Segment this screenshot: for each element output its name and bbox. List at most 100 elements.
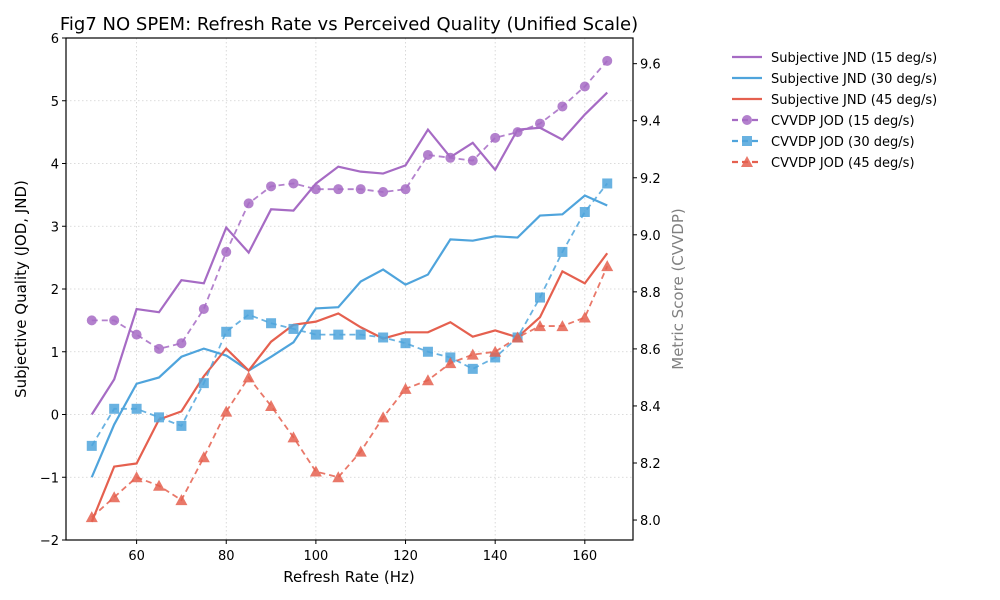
y2-tick-label: 8.2 [640,457,661,472]
grid [66,37,633,541]
series-1 [90,194,608,478]
data-point [377,411,390,423]
y-tick-label: 2 [51,283,59,298]
series-5 [85,260,614,523]
data-point [355,184,366,195]
data-point [154,343,165,354]
data-point [176,338,187,349]
data-point [511,331,524,343]
series-0 [90,91,608,416]
data-point [175,494,188,506]
data-point [243,309,254,320]
data-point [445,152,456,163]
data-point [333,329,344,340]
data-point [579,81,590,92]
legend-label: CVVDP JOD (45 deg/s) [771,156,915,171]
y2-axis-label: Metric Score (CVVDP) [669,208,687,369]
data-point [220,405,233,417]
legend-marker [741,156,753,167]
data-point [266,181,277,192]
data-point [467,155,478,166]
x-tick-label: 60 [128,549,145,564]
data-point [265,399,278,411]
y-tick-label: 1 [51,346,59,361]
data-point [354,445,367,457]
data-point [355,329,366,340]
y-tick-label: 0 [51,409,59,424]
series-line [91,182,608,447]
data-point [288,178,299,189]
data-point [534,292,545,303]
data-point [154,412,165,423]
data-point [108,491,121,503]
data-point [332,471,345,483]
data-point [153,479,166,491]
data-point [556,320,569,332]
y-tick-label: 3 [51,220,59,235]
y-tick-label: −2 [40,534,59,549]
data-point [490,352,501,363]
data-point [130,471,143,483]
x-tick-label: 100 [303,549,328,564]
data-point [467,363,478,374]
y-tick-label: 6 [51,32,59,47]
x-axis: 60 80 100 120 140 160 [128,540,597,564]
series-3 [86,55,613,354]
data-point [578,311,591,323]
data-point [85,511,98,523]
data-point [602,178,613,189]
data-point [557,101,568,112]
data-point [422,346,433,357]
data-point [400,338,411,349]
data-point [444,357,457,369]
data-point [378,187,389,198]
data-point [131,403,142,414]
data-point [266,318,277,329]
data-point [197,451,210,463]
y-axis-right: 8.0 8.2 8.4 8.6 8.8 9.0 9.2 9.4 9.6 [633,58,661,529]
legend-label: CVVDP JOD (30 deg/s) [771,135,915,150]
series-line [91,60,608,350]
data-point [109,315,120,326]
x-tick-label: 160 [572,549,597,564]
data-point [288,323,299,334]
data-point [221,246,232,257]
x-tick-label: 140 [483,549,508,564]
y-tick-label: −1 [40,471,59,486]
legend-label: Subjective JND (15 deg/s) [771,51,937,66]
y2-tick-label: 9.4 [640,115,661,130]
y2-tick-label: 9.6 [640,58,661,73]
legend: Subjective JND (15 deg/s) Subjective JND … [732,51,937,171]
series-line [90,91,608,416]
data-point [309,465,322,477]
data-point [466,348,479,360]
y2-tick-label: 8.4 [640,400,661,415]
x-axis-label: Refresh Rate (Hz) [283,568,414,586]
y2-tick-label: 8.8 [640,286,661,301]
data-point [533,320,546,332]
data-point [86,315,97,326]
legend-label: Subjective JND (30 deg/s) [771,72,937,87]
legend-label: CVVDP JOD (15 deg/s) [771,114,915,129]
legend-marker [742,136,752,146]
legend-marker [742,115,752,125]
series-line [90,194,608,478]
x-tick-label: 80 [218,549,235,564]
y2-tick-label: 8.0 [640,514,661,529]
data-point [86,440,97,451]
data-point [198,378,209,389]
y-tick-label: 4 [51,158,59,173]
data-point [489,345,502,357]
y-tick-label: 5 [51,95,59,110]
data-point [512,127,523,138]
data-point [378,332,389,343]
series-layer [85,55,614,523]
data-point [399,382,412,394]
data-point [109,403,120,414]
data-point [490,132,501,143]
data-point [131,329,142,340]
data-point [602,55,613,66]
y2-tick-label: 8.6 [640,343,661,358]
data-point [422,149,433,160]
